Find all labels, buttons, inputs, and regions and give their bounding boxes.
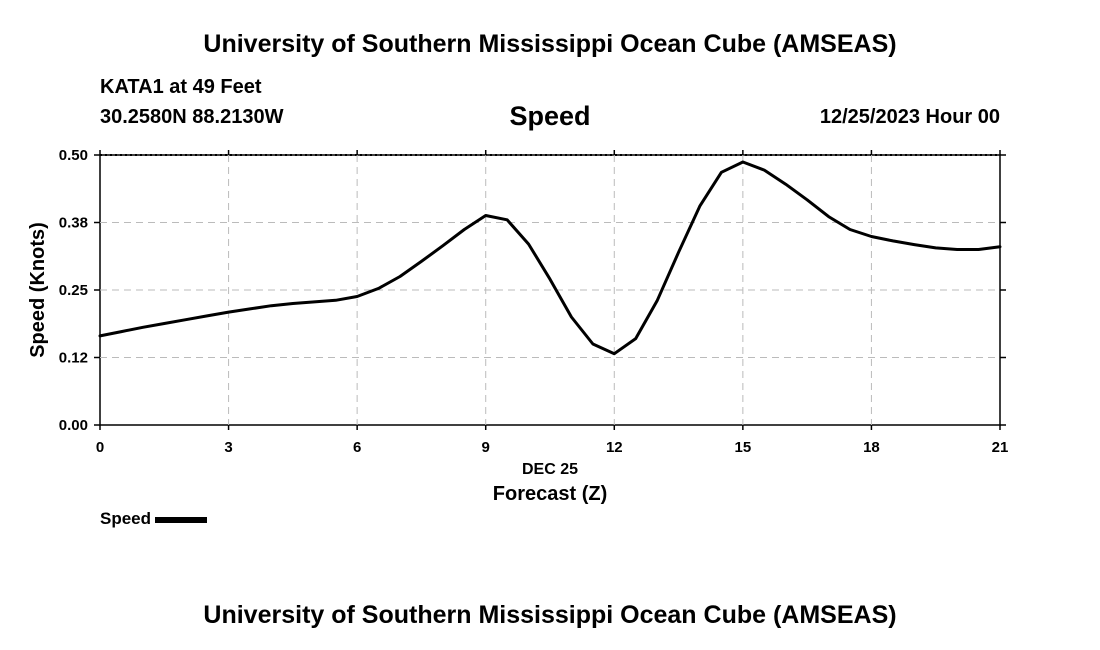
x-tick-label: 15 xyxy=(735,439,752,456)
legend-label: Speed xyxy=(100,509,152,528)
legend-swatch xyxy=(155,516,208,523)
y-tick-label: 0.50 xyxy=(59,147,88,164)
y-tick-label: 0.12 xyxy=(59,350,88,367)
x-tick-label: 6 xyxy=(353,439,361,456)
x-axis-label: Forecast (Z) xyxy=(493,483,607,505)
grid-lines xyxy=(100,155,1000,425)
variable-title: Speed xyxy=(509,101,591,131)
x-tick-label: 9 xyxy=(482,439,490,456)
axis-ticks: 0 3 6 9 12 15 18 21 0.00 0.12 0.25 0.38 0.50 xyxy=(59,147,1009,456)
x-tick-label: 12 xyxy=(606,439,623,456)
x-tick-label: 18 xyxy=(863,439,880,456)
speed-series-line xyxy=(98,160,1002,356)
x-tick-label: 21 xyxy=(992,439,1009,456)
forecast-datetime: 12/25/2023 Hour 00 xyxy=(819,106,1000,128)
chart-title: University of Southern Mississippi Ocean… xyxy=(203,30,897,58)
y-axis-label: Speed (Knots) xyxy=(27,222,49,358)
series-layer xyxy=(98,160,1002,356)
x-tick-label: 0 xyxy=(96,439,104,456)
station-label: KATA1 at 49 Feet xyxy=(100,76,262,98)
y-tick-label: 0.00 xyxy=(59,417,88,434)
legend: Speed xyxy=(100,509,208,529)
x-axis-date-label: DEC 25 xyxy=(522,461,578,478)
x-tick-label: 3 xyxy=(224,439,232,456)
y-tick-label: 0.38 xyxy=(59,215,88,232)
y-tick-label: 0.25 xyxy=(59,282,88,299)
station-coordinates: 30.2580N 88.2130W xyxy=(100,106,284,128)
footer-title: University of Southern Mississippi Ocean… xyxy=(203,601,897,629)
